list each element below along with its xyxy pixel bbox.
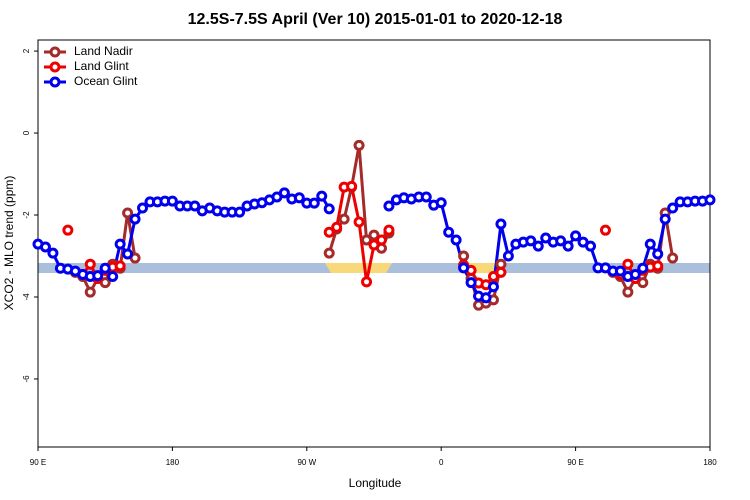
x-tick-label: 180 [703,458,717,467]
data-point [92,270,104,282]
data-point [189,200,201,212]
data-point [137,202,149,214]
data-point [331,221,343,233]
data-point [62,224,74,236]
data-point [450,234,462,246]
data-point [458,250,470,262]
data-point [107,270,119,282]
data-point [361,234,373,246]
data-point [599,224,611,236]
legend-label: Land Glint [74,59,129,73]
data-point [622,286,634,298]
y-tick-label: -2 [22,211,31,219]
data-point [465,277,477,289]
data-point [39,241,51,253]
data-point [383,224,395,236]
data-point [346,180,358,192]
data-point [323,226,335,238]
x-tick-label: 0 [439,458,444,467]
data-point [562,240,574,252]
legend-marker [49,61,61,73]
data-point [622,258,634,270]
band-highlight [325,263,392,273]
y-tick-label: -4 [22,293,31,301]
data-point [458,262,470,274]
data-point [375,234,387,246]
data-point [114,238,126,250]
data-point [234,206,246,218]
legend-marker [49,76,61,88]
data-point [570,230,582,242]
data-point [667,252,679,264]
data-point [84,286,96,298]
data-point [114,260,126,272]
data-point [316,190,328,202]
x-tick-label: 90 E [30,458,46,467]
data-point [293,192,305,204]
data-point [353,216,365,228]
data-point [420,191,432,203]
data-point [555,235,567,247]
legend-marker [49,46,61,58]
data-point [495,266,507,278]
data-point [361,276,373,288]
data-point [614,265,626,277]
data-point [652,260,664,272]
chart-title: 12.5S-7.5S April (Ver 10) 2015-01-01 to … [188,11,563,28]
data-point [122,207,134,219]
legend-label: Land Nadir [74,44,133,58]
data-point [502,250,514,262]
data-point [122,248,134,260]
data-point [704,194,716,206]
series-line [74,143,675,307]
data-point [480,292,492,304]
y-tick-label: 0 [22,130,31,135]
data-point [323,247,335,259]
data-point [629,268,641,280]
data-point [585,240,597,252]
x-tick-label: 90 W [297,458,316,467]
data-point [338,213,350,225]
data-point [129,213,141,225]
data-point [323,203,335,215]
data-point [532,240,544,252]
y-axis-label: XCO2 - MLO trend (ppm) [2,176,16,311]
data-point [495,218,507,230]
x-tick-label: 180 [166,458,180,467]
data-point [278,187,290,199]
data-point [308,197,320,209]
y-tick-label: -6 [22,375,31,383]
x-tick-label: 90 E [567,458,583,467]
x-axis-label: Longitude [349,476,402,490]
data-point [166,195,178,207]
data-point [652,248,664,260]
data-point [443,226,455,238]
data-point [637,262,649,274]
data-point [659,213,671,225]
data-point [47,247,59,259]
y-tick-label: 2 [22,48,31,53]
data-point [435,197,447,209]
legend-label: Ocean Glint [74,74,138,88]
data-point [368,239,380,251]
data-point [368,229,380,241]
data-point [644,238,656,250]
data-point [487,281,499,293]
data-point [667,202,679,214]
data-point [383,200,395,212]
data-point [525,235,537,247]
data-point [353,139,365,151]
data-point [84,258,96,270]
data-point [99,262,111,274]
